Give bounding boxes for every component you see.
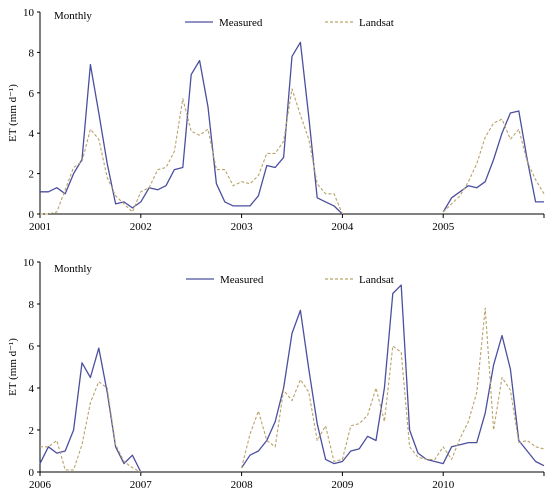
chart-1-ytick-label: 4: [29, 128, 35, 140]
chart-2-ytick-label: 10: [23, 257, 35, 269]
chart-2-series-landsat-line: [241, 307, 545, 468]
chart-1-xtick-label: 2004: [331, 221, 354, 233]
chart-2-ytick-label: 6: [29, 341, 35, 353]
chart-1-series-measured-line: [40, 41, 343, 215]
chart-1-xtick-label: 2002: [130, 221, 152, 233]
chart-1-ytick-label: 10: [23, 7, 35, 19]
chart-2-series-landsat-line: [40, 381, 142, 473]
chart-2-annotation: Monthly: [54, 263, 92, 275]
chart-2-xtick-label: 2010: [432, 479, 455, 491]
chart-2-ytick-label: 0: [29, 467, 35, 479]
chart-2-series-measured-line: [241, 284, 545, 469]
chart-2-ytick-label: 8: [29, 299, 35, 311]
chart-1-ytick-label: 8: [29, 47, 35, 59]
chart-1-ytick-label: 2: [29, 169, 35, 181]
chart-1-annotation: Monthly: [54, 10, 92, 22]
chart-2-y-axis-label: ET (mm d⁻¹): [7, 338, 19, 396]
chart-1-series-landsat-line: [40, 88, 343, 215]
chart-1-xtick-label: 2005: [432, 221, 455, 233]
chart-1-legend-label-measured: Measured: [219, 17, 263, 29]
chart-2-legend-label-landsat: Landsat: [359, 274, 394, 286]
chart-1-legend-label-landsat: Landsat: [359, 17, 394, 29]
chart-2-legend-label-measured: Measured: [220, 274, 264, 286]
chart-1-series-landsat-line: [442, 118, 545, 213]
chart-2-xtick-label: 2007: [130, 479, 153, 491]
chart-1-xtick-label: 2001: [29, 221, 51, 233]
chart-2-series-measured-line: [39, 347, 142, 473]
chart-2-xtick-label: 2006: [29, 479, 52, 491]
chart-1-y-axis-label: ET (mm d⁻¹): [7, 84, 19, 142]
chart-1-ytick-label: 0: [29, 209, 35, 221]
chart-1-series-measured-line: [442, 110, 544, 213]
chart-2-ytick-label: 2: [29, 425, 35, 437]
chart-2-xtick-label: 2009: [331, 479, 354, 491]
chart-2-ytick-label: 4: [29, 383, 35, 395]
chart-1-ytick-label: 6: [29, 88, 35, 100]
chart-1-xtick-label: 2003: [231, 221, 254, 233]
chart-2-xtick-label: 2008: [231, 479, 254, 491]
